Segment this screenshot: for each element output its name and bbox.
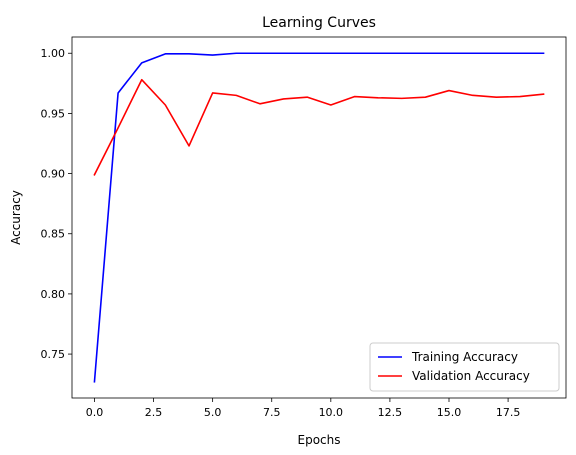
- x-tick-label: 0.0: [86, 406, 104, 419]
- y-axis-ticks: 0.75 0.80 0.85 0.90 0.95 1.00: [41, 47, 72, 361]
- legend-entry-label: Training Accuracy: [411, 350, 518, 364]
- y-tick-label: 0.85: [41, 228, 66, 241]
- x-tick-label: 12.5: [378, 406, 403, 419]
- x-tick-label: 2.5: [145, 406, 163, 419]
- y-tick-label: 0.80: [41, 288, 66, 301]
- y-tick-label: 1.00: [41, 47, 66, 60]
- x-tick-label: 10.0: [319, 406, 344, 419]
- plot-area-frame: [71, 36, 567, 399]
- x-axis-label: Epochs: [298, 433, 341, 447]
- legend-entry-label: Validation Accuracy: [412, 369, 530, 383]
- x-tick-label: 7.5: [263, 406, 281, 419]
- legend-box: [369, 342, 560, 392]
- legend: Training Accuracy Validation Accuracy: [369, 342, 560, 392]
- x-tick-label: 15.0: [437, 406, 462, 419]
- series-line-training-accuracy: [93, 52, 545, 383]
- x-tick-label: 5.0: [204, 406, 222, 419]
- x-axis-ticks: 0.0 2.5 5.0 7.5 10.0 12.5 15.0 17.5: [86, 398, 521, 419]
- chart-title: Learning Curves: [262, 15, 376, 31]
- x-tick-label: 17.5: [496, 406, 521, 419]
- series-lines: [93, 52, 545, 383]
- y-tick-label: 0.90: [41, 168, 66, 181]
- y-tick-label: 0.95: [41, 107, 66, 120]
- series-line-validation-accuracy: [93, 78, 545, 176]
- y-axis-label: Accuracy: [9, 190, 23, 245]
- y-tick-label: 0.75: [41, 348, 66, 361]
